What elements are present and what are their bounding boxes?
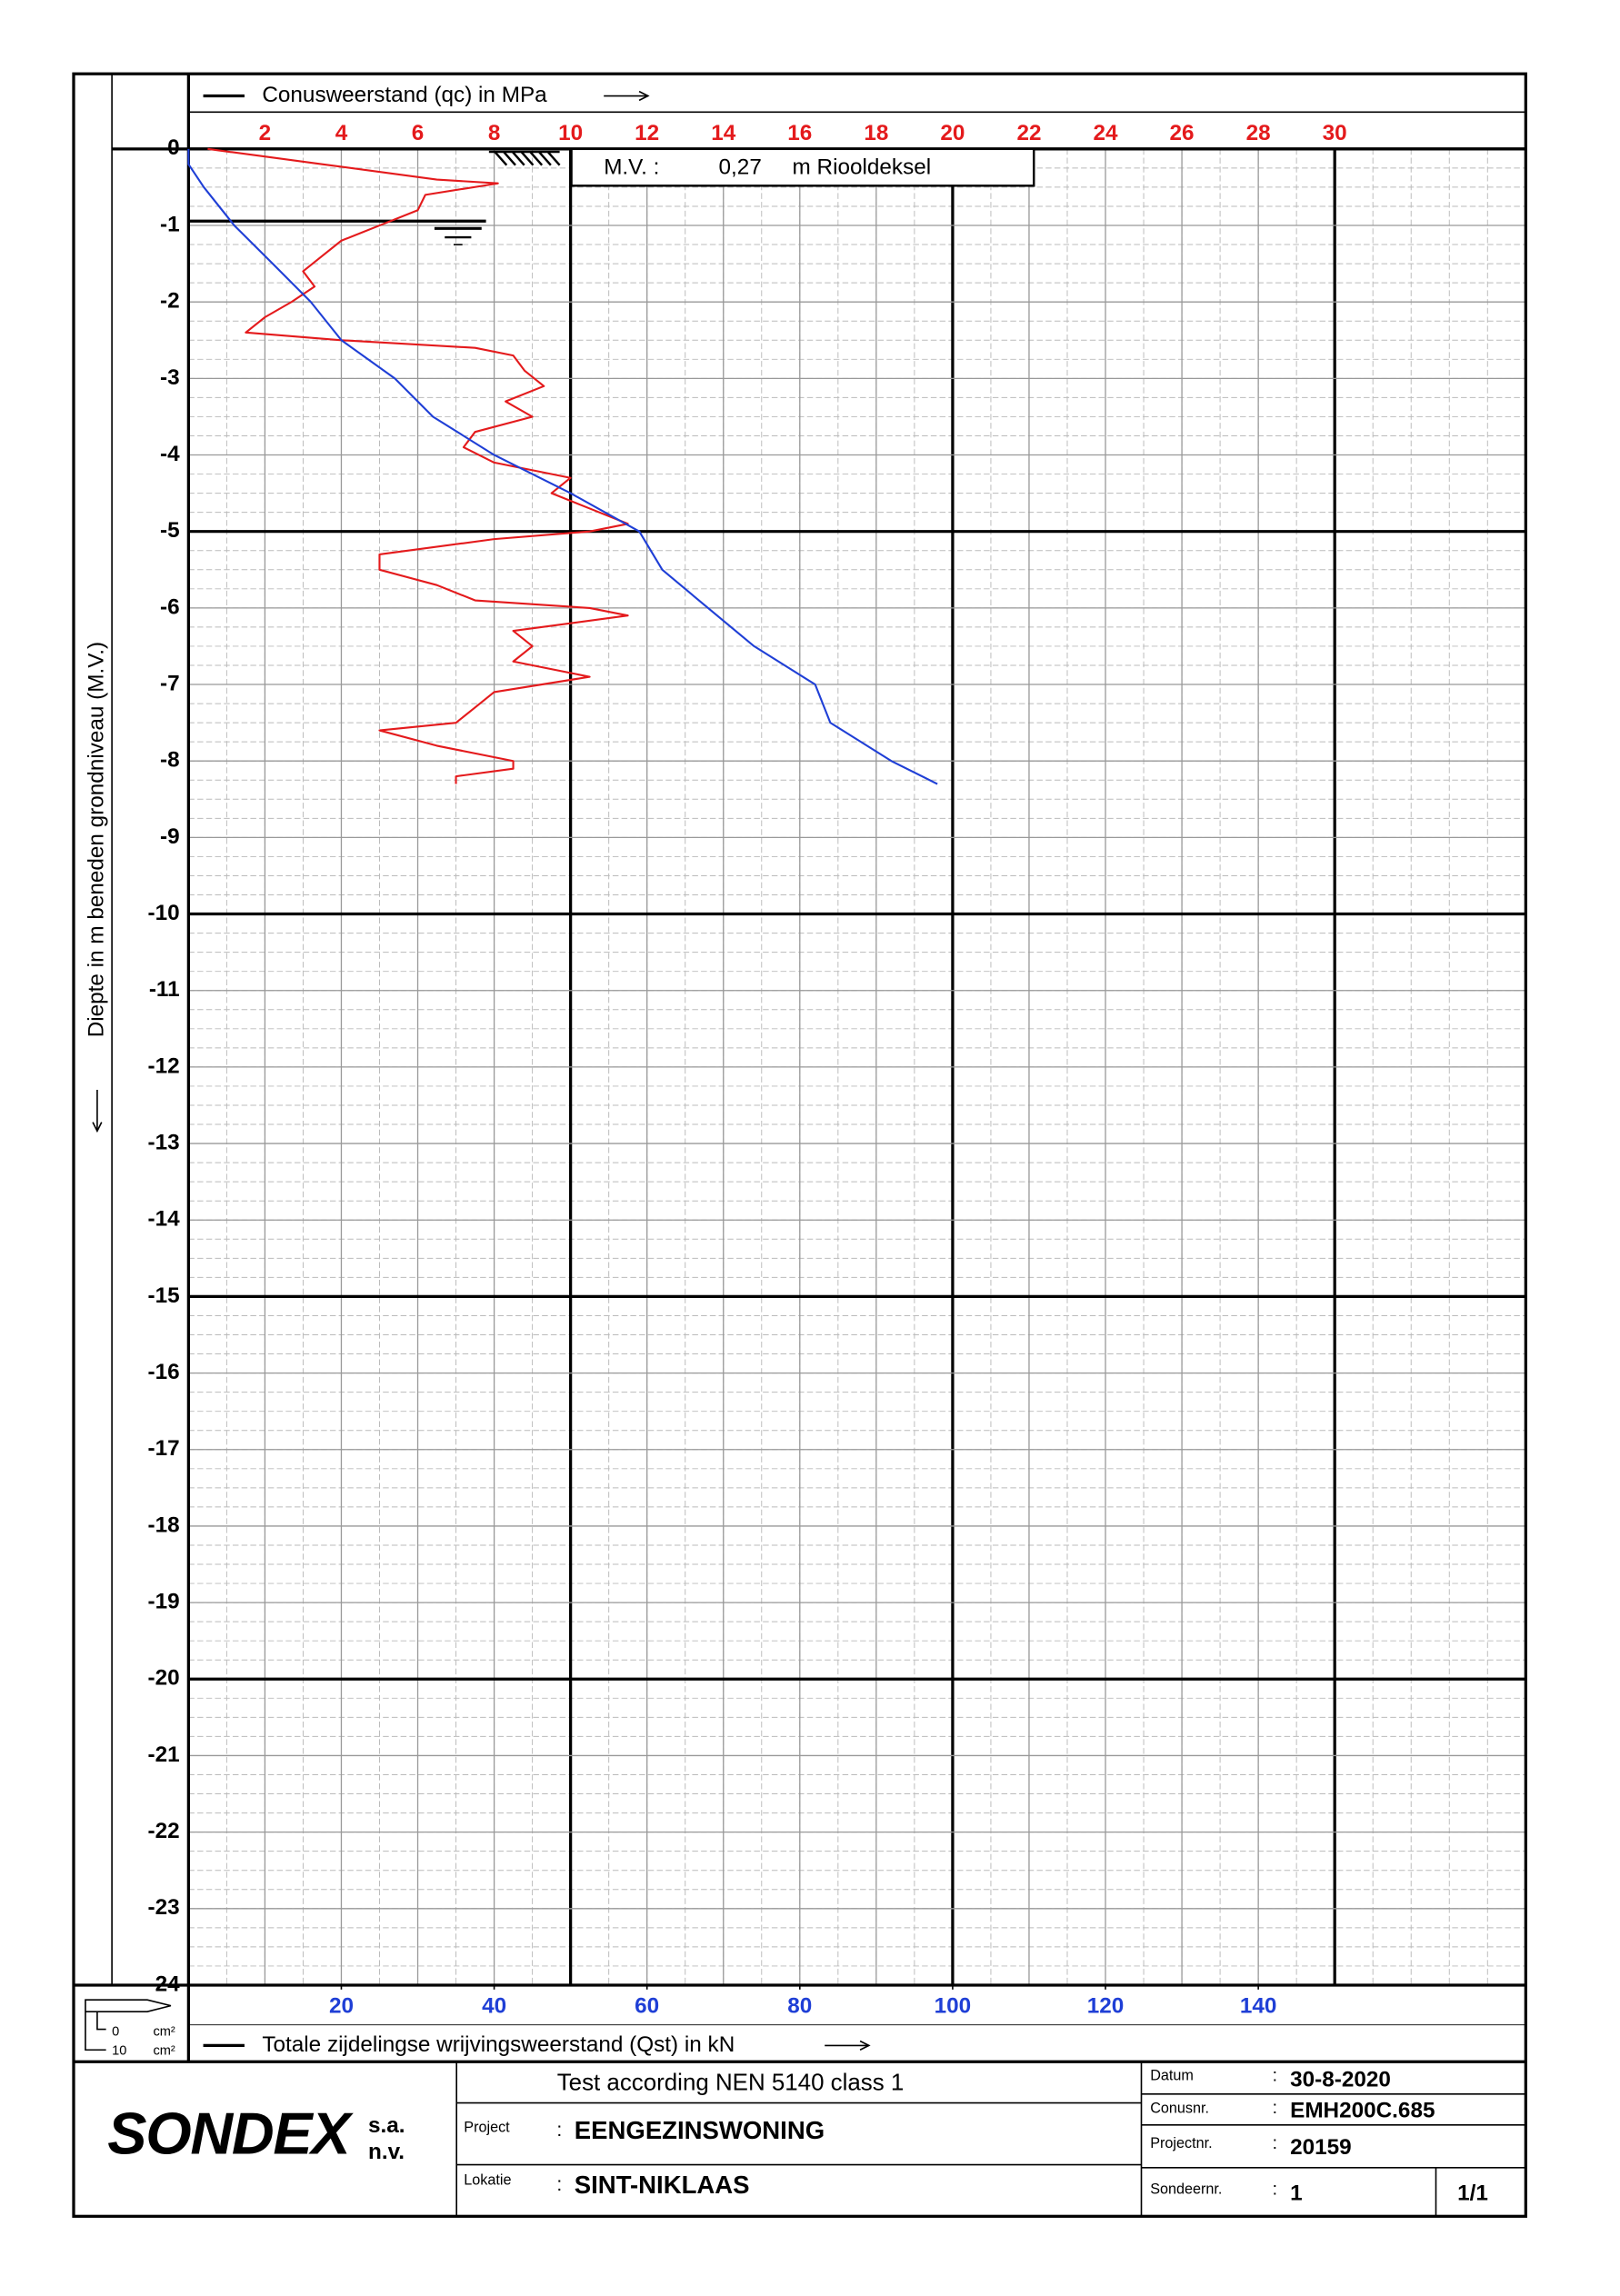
field-label: Datum	[1150, 2068, 1194, 2084]
x-tick-label: 28	[1246, 121, 1271, 145]
field-label: Lokatie	[464, 2172, 511, 2189]
separator: :	[1273, 2179, 1277, 2199]
project-nr: 20159	[1290, 2135, 1352, 2160]
y-tick-label: -20	[148, 1666, 180, 1691]
x-tick-label: 30	[1323, 121, 1347, 145]
y-tick-label: -23	[148, 1895, 180, 1920]
date: 30-8-2020	[1290, 2068, 1391, 2092]
cone-bottom: 10	[112, 2044, 126, 2059]
x2-tick-label: 20	[329, 1994, 354, 2019]
x-tick-label: 16	[787, 121, 812, 145]
logo: SONDEX	[107, 2101, 354, 2167]
test-standard: Test according NEN 5140 class 1	[557, 2070, 905, 2095]
y-axis-label: Diepte in m beneden grondniveau (M.V.)	[84, 642, 108, 1037]
x-tick-label: 24	[1094, 121, 1119, 145]
sounding-nr: 1	[1290, 2181, 1303, 2205]
x2-tick-label: 140	[1240, 1994, 1277, 2019]
cone-unit: cm²	[153, 2025, 175, 2040]
y-tick-label: -16	[148, 1360, 180, 1384]
frame	[72, 72, 1527, 2218]
y-tick-label: -17	[148, 1436, 180, 1461]
mv-label: M.V. :	[604, 155, 659, 179]
cone-top: 0	[112, 2025, 119, 2040]
cone-nr: EMH200C.685	[1290, 2099, 1435, 2123]
field-label: Project	[464, 2119, 510, 2135]
x2-tick-label: 60	[635, 1994, 659, 2019]
y-tick-label: -15	[148, 1283, 180, 1308]
x-tick-label: 10	[558, 121, 583, 145]
y-tick-label: -14	[148, 1207, 181, 1232]
project: EENGEZINSWONING	[575, 2116, 825, 2144]
x2-tick-label: 120	[1087, 1994, 1125, 2019]
x-tick-label: 22	[1016, 121, 1041, 145]
y-tick-label: -8	[160, 748, 180, 773]
y-tick-label: -3	[160, 365, 180, 390]
cone-unit: cm²	[153, 2044, 175, 2059]
y-tick-label: -11	[149, 977, 180, 1002]
x-tick-label: 2	[259, 121, 272, 145]
y-tick-label: -6	[160, 594, 180, 619]
x-tick-label: 26	[1170, 121, 1195, 145]
profile-line	[187, 148, 938, 785]
x-tick-label: 18	[864, 121, 888, 145]
y-tick-label: -2	[160, 289, 180, 314]
labels: Conusweerstand (qc) in MPa Totale zijdel…	[84, 83, 1488, 2206]
mv-value: 0,27	[719, 155, 762, 179]
x-tick-label: 4	[335, 121, 348, 145]
y-tick-label: -18	[148, 1512, 180, 1537]
y-tick-label: -7	[160, 671, 180, 695]
x2-tick-label: 80	[787, 1994, 812, 2019]
y-tick-label: -13	[148, 1130, 180, 1154]
separator: :	[1273, 2098, 1277, 2118]
profile-line	[207, 147, 629, 784]
page-nr: 1/1	[1457, 2181, 1488, 2205]
x-tick-label: 12	[635, 121, 659, 145]
x-tick-label: 8	[488, 121, 501, 145]
grid	[188, 147, 1526, 1986]
field-label: Conusnr.	[1150, 2100, 1209, 2116]
logo-suffix: n.v.	[368, 2140, 405, 2164]
y-tick-label: -5	[160, 518, 180, 543]
separator: :	[1273, 2133, 1277, 2153]
logo-suffix: s.a.	[368, 2113, 405, 2138]
y-tick-label: -4	[160, 442, 180, 466]
y-tick-label: -12	[148, 1053, 180, 1078]
mv-unit: m Riooldeksel	[793, 155, 932, 179]
location: SINT-NIKLAAS	[575, 2171, 750, 2199]
x-tick-label: 20	[940, 121, 965, 145]
x2-tick-label: 40	[482, 1994, 506, 2019]
legend-qst: Totale zijdelingse wrijvingsweerstand (Q…	[262, 2032, 735, 2057]
y-tick-label: -10	[148, 901, 180, 925]
y-tick-label: 0	[167, 135, 180, 160]
x-tick-label: 6	[412, 121, 425, 145]
y-tick-label: -22	[148, 1819, 180, 1843]
separator: :	[556, 2120, 562, 2141]
field-label: Sondeernr.	[1150, 2181, 1222, 2197]
y-tick-label: -24	[148, 1972, 181, 1996]
field-label: Projectnr.	[1150, 2135, 1212, 2151]
y-tick-label: -19	[148, 1590, 180, 1614]
separator: :	[556, 2174, 562, 2195]
x2-tick-label: 100	[935, 1994, 972, 2019]
x-tick-label: 14	[711, 121, 736, 145]
y-tick-label: -1	[160, 212, 180, 236]
y-tick-label: -21	[148, 1742, 180, 1767]
y-tick-label: -9	[160, 824, 180, 849]
separator: :	[1273, 2066, 1277, 2086]
legend-qc: Conusweerstand (qc) in MPa	[262, 83, 547, 107]
